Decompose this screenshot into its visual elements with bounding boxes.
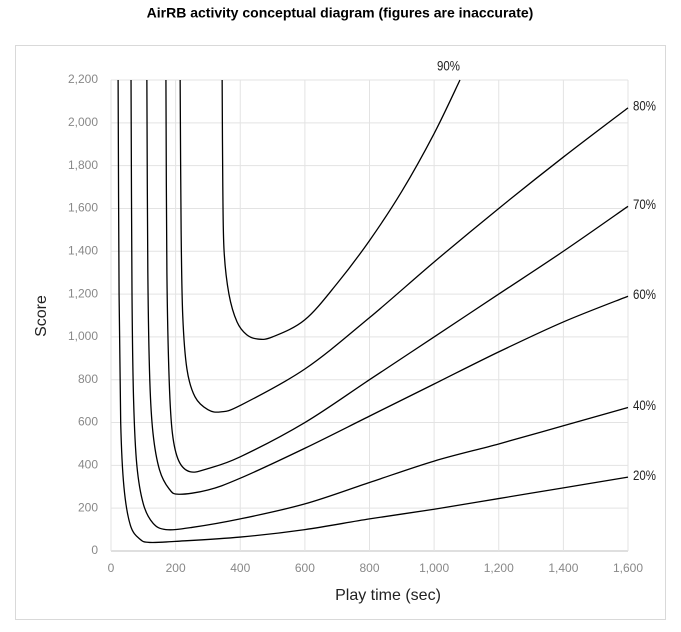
series-label: 70%	[633, 196, 656, 212]
y-tick-label: 2,200	[68, 72, 98, 86]
series-label: 60%	[633, 286, 656, 302]
line-series	[221, 79, 461, 341]
x-tick-label: 1,600	[613, 561, 643, 575]
line-series	[146, 79, 629, 495]
x-tick-label: 0	[108, 561, 115, 575]
y-tick-label: 1,200	[68, 286, 98, 300]
y-tick-label: 1,400	[68, 243, 98, 257]
y-tick-label: 1,600	[68, 201, 98, 215]
x-tick-label: 1,000	[419, 561, 449, 575]
x-tick-label: 600	[295, 561, 315, 575]
series-label: 80%	[633, 97, 656, 113]
x-tick-label: 1,400	[548, 561, 578, 575]
line-series	[165, 79, 629, 473]
x-tick-label: 400	[230, 561, 250, 575]
chart-title: AirRB activity conceptual diagram (figur…	[147, 5, 534, 21]
y-tick-label: 800	[78, 372, 98, 386]
series-label: 20%	[633, 467, 656, 483]
y-tick-label: 2,000	[68, 115, 98, 129]
y-tick-label: 200	[78, 500, 98, 514]
line-series	[130, 79, 629, 531]
y-axis-label: Score	[33, 295, 50, 337]
x-tick-label: 800	[359, 561, 379, 575]
y-tick-label: 1,000	[68, 329, 98, 343]
x-tick-label: 200	[166, 561, 186, 575]
line-series	[179, 79, 629, 413]
y-tick-label: 0	[91, 543, 98, 557]
x-tick-label: 1,200	[484, 561, 514, 575]
y-tick-label: 400	[78, 458, 98, 472]
series-label: 40%	[633, 397, 656, 413]
line-series	[117, 79, 629, 544]
y-tick-label: 600	[78, 415, 98, 429]
chart-frame	[15, 45, 666, 620]
y-tick-label: 1,800	[68, 158, 98, 172]
series-label: 90%	[437, 58, 460, 74]
x-axis-label: Play time (sec)	[335, 587, 441, 604]
